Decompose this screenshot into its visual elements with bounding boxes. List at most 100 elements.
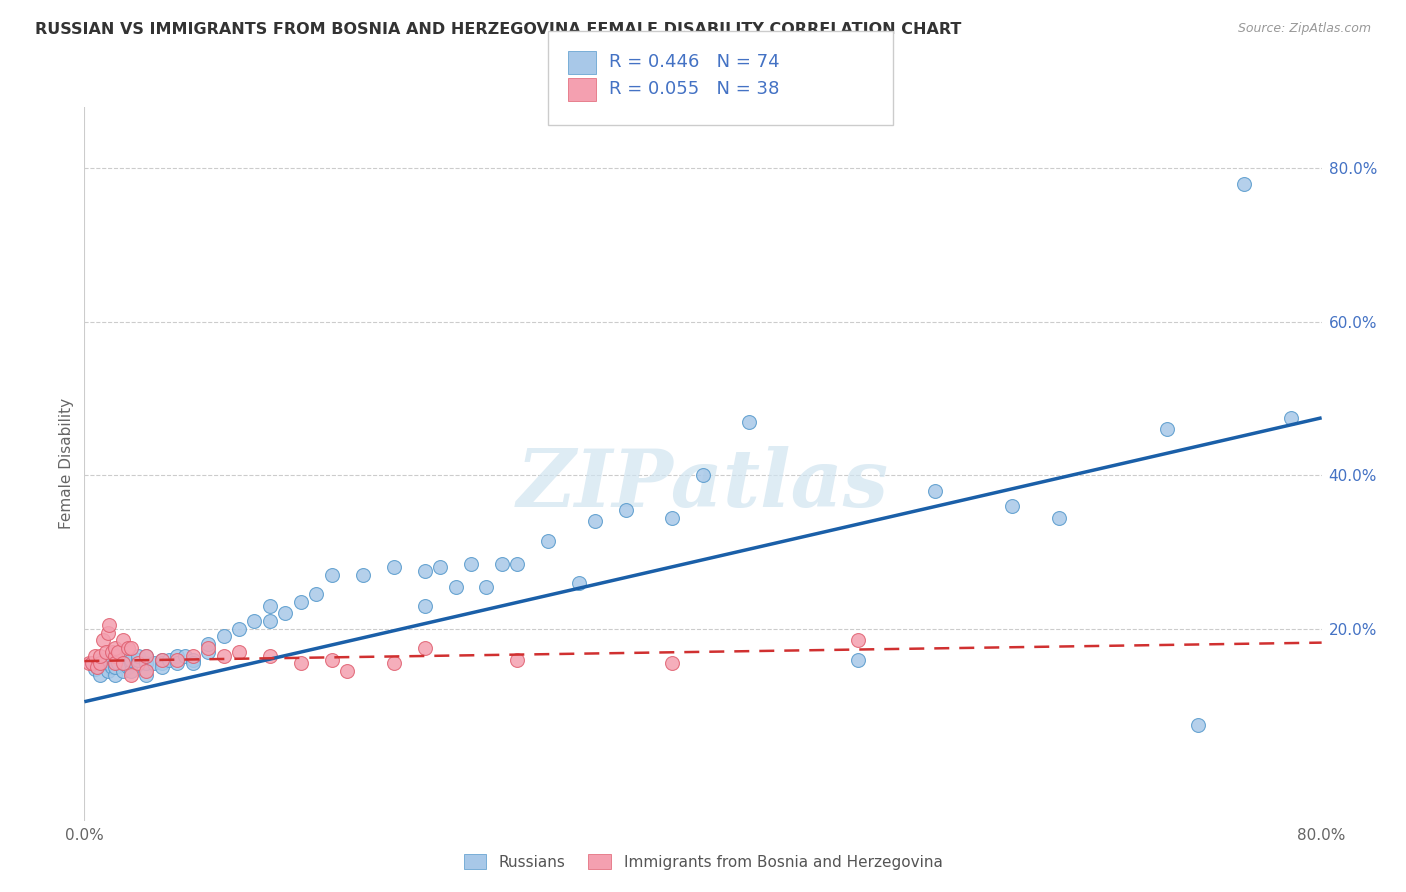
Point [135,648,157,663]
Point [174,648,197,663]
Point [135,668,157,682]
Point [120,652,142,666]
Point [86,660,108,674]
Point [120,657,142,671]
Point [107,645,129,659]
Point [120,664,142,678]
Point [475,580,498,594]
Point [197,637,219,651]
Point [1156,422,1178,436]
Point [1047,510,1070,524]
Point [661,510,683,524]
Point [382,560,405,574]
Point [112,657,135,671]
Point [86,660,108,674]
Point [1001,499,1024,513]
Point [661,657,683,671]
Point [84,662,107,676]
Point [143,657,166,671]
Point [104,640,127,655]
Point [290,657,312,671]
Point [135,648,157,663]
Point [181,657,204,671]
Point [120,668,142,682]
Point [104,657,127,671]
Point [104,660,127,674]
Point [127,657,149,671]
Point [89,652,111,666]
Point [336,664,359,678]
Point [117,640,139,655]
Point [77,657,100,671]
Point [1233,177,1256,191]
Point [537,533,560,548]
Point [614,503,637,517]
Point [112,657,135,671]
Point [101,660,124,674]
Point [84,648,107,663]
Point [112,652,135,666]
Point [101,645,124,659]
Point [738,415,761,429]
Point [290,595,312,609]
Point [82,657,104,671]
Point [568,575,591,590]
Point [135,664,157,678]
Text: R = 0.055   N = 38: R = 0.055 N = 38 [609,80,779,98]
Point [429,560,451,574]
Point [444,580,467,594]
Point [166,648,188,663]
Point [846,652,869,666]
Point [135,657,157,671]
Point [135,657,157,671]
Point [150,652,173,666]
Point [150,660,173,674]
Point [274,607,297,621]
Point [1279,410,1302,425]
Point [89,668,111,682]
Point [150,657,173,671]
Point [382,657,405,671]
Point [107,657,129,671]
Point [112,664,135,678]
Point [98,618,121,632]
Point [96,625,118,640]
Point [181,648,204,663]
Text: ZIPatlas: ZIPatlas [517,447,889,524]
Point [96,652,118,666]
Point [104,648,127,663]
Point [352,568,374,582]
Text: Source: ZipAtlas.com: Source: ZipAtlas.com [1237,22,1371,36]
Y-axis label: Female Disability: Female Disability [59,398,73,530]
Point [228,645,250,659]
Point [166,657,188,671]
Point [127,648,149,663]
Point [104,668,127,682]
Point [460,557,482,571]
Point [112,633,135,648]
Point [104,657,127,671]
Point [117,660,139,674]
Point [846,633,869,648]
Point [112,648,135,663]
Point [506,652,529,666]
Point [491,557,513,571]
Point [96,664,118,678]
Point [212,648,235,663]
Point [413,640,436,655]
Point [692,468,714,483]
Point [82,657,104,671]
Point [166,652,188,666]
Point [321,568,343,582]
Point [583,515,606,529]
Point [96,657,118,671]
Point [197,645,219,659]
Point [89,648,111,663]
Point [150,652,173,666]
Point [506,557,529,571]
Point [159,652,180,666]
Point [413,564,436,578]
Point [89,657,111,671]
Point [120,640,142,655]
Point [259,614,281,628]
